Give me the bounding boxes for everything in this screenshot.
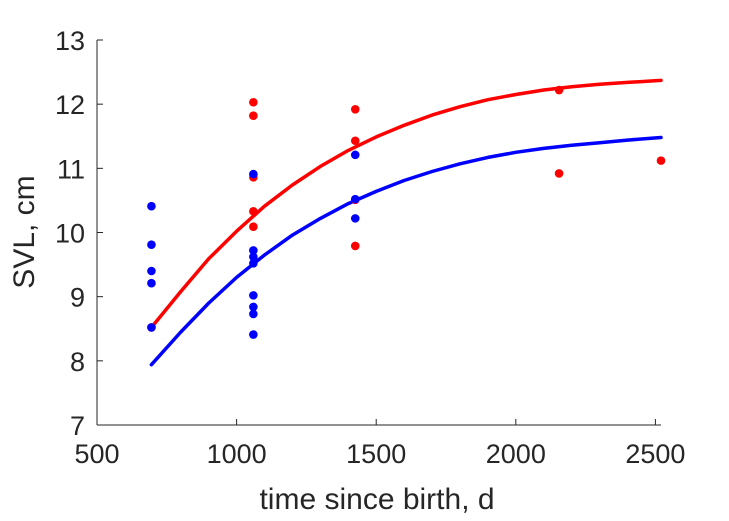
data-point-1 bbox=[249, 330, 258, 339]
fit-curve-0 bbox=[149, 78, 663, 330]
data-point-1 bbox=[249, 259, 258, 268]
data-point-0 bbox=[350, 241, 360, 251]
data-point-1 bbox=[147, 240, 156, 249]
x-tick-label: 1500 bbox=[346, 439, 406, 469]
x-tick-label: 2500 bbox=[625, 439, 685, 469]
data-point-1 bbox=[147, 201, 156, 211]
data-point-0 bbox=[656, 156, 666, 165]
x-tick-label: 500 bbox=[74, 439, 119, 469]
data-point-1 bbox=[350, 150, 360, 160]
y-tick-label: 10 bbox=[55, 219, 85, 249]
y-axis-label: SVL, cm bbox=[8, 175, 41, 288]
axes: 500 1000 1500 2000 2500 7 8 9 10 11 12 13 bbox=[55, 26, 686, 469]
x-axis-label: time since birth, d bbox=[259, 483, 494, 516]
data-point-0 bbox=[249, 207, 258, 216]
data-point-1 bbox=[249, 246, 258, 255]
fit-curves bbox=[149, 78, 663, 367]
data-point-1 bbox=[350, 194, 360, 204]
data-point-0 bbox=[249, 97, 258, 107]
data-point-1 bbox=[147, 323, 156, 332]
data-point-0 bbox=[554, 85, 564, 95]
data-point-0 bbox=[350, 105, 360, 114]
y-tick-label: 7 bbox=[70, 411, 85, 441]
y-tick-label: 12 bbox=[55, 90, 85, 120]
x-tick-label: 2000 bbox=[486, 439, 546, 469]
data-point-1 bbox=[249, 169, 258, 179]
data-point-1 bbox=[147, 266, 156, 276]
data-point-1 bbox=[249, 252, 258, 262]
data-point-1 bbox=[249, 302, 258, 312]
data-point-0 bbox=[350, 136, 360, 146]
data-point-0 bbox=[554, 169, 564, 178]
data-point-1 bbox=[350, 214, 360, 223]
y-tick-label: 13 bbox=[55, 26, 85, 56]
data-point-0 bbox=[249, 111, 258, 121]
data-point-1 bbox=[147, 278, 156, 288]
data-point-1 bbox=[249, 309, 258, 319]
y-tick-label: 9 bbox=[70, 283, 85, 313]
data-point-1 bbox=[249, 291, 258, 300]
y-tick-label: 11 bbox=[57, 154, 85, 184]
data-point-0 bbox=[249, 222, 258, 232]
fit-curve-1 bbox=[149, 135, 663, 367]
data-points bbox=[147, 85, 666, 339]
x-tick-label: 1000 bbox=[207, 439, 267, 469]
y-tick-label: 8 bbox=[70, 347, 85, 377]
